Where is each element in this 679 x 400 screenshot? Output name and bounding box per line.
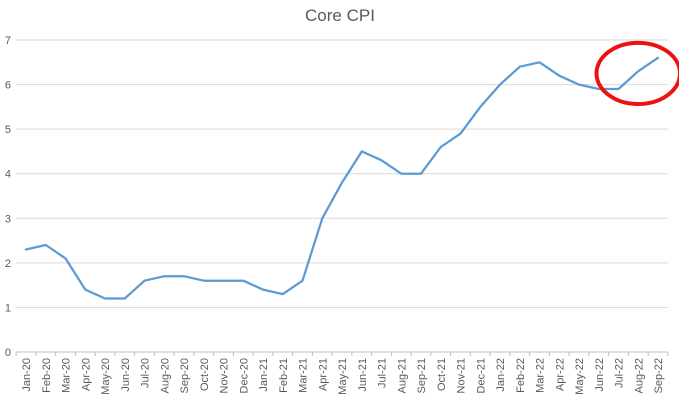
y-axis-tick-label: 3 [5,213,11,225]
x-axis-category-label: Dec-20 [238,358,250,393]
y-axis-tick-label: 0 [5,347,11,359]
y-axis-tick-label: 6 [5,80,11,92]
x-axis-category-label: Jun-20 [120,358,132,392]
y-axis-tick-label: 4 [5,169,11,181]
x-axis-category-label: Feb-22 [515,358,527,393]
x-axis-category-label: Mar-20 [61,358,73,393]
annotation-layer [594,40,679,107]
gridlines-layer [16,39,668,353]
x-axis-category-label: Sep-21 [416,358,428,393]
x-axis-category-label: Feb-20 [41,358,53,393]
x-axis-category-label: Oct-20 [199,358,211,391]
x-axis-category-label: Jul-22 [614,358,626,388]
y-axis-tick-label: 1 [5,302,11,314]
x-axis-category-label: May-20 [100,358,112,395]
annotation-ellipse [594,40,679,107]
x-axis-category-label: Feb-21 [278,358,290,393]
x-axis-ticks-layer [15,352,669,356]
x-axis-category-label: Nov-20 [219,358,231,393]
x-axis-category-label: Oct-21 [436,358,448,391]
core-cpi-series-line [24,56,660,300]
x-axis-category-label: Mar-22 [535,358,547,393]
x-axis-category-label: Dec-21 [475,358,487,393]
y-axis-labels-layer: 0 1 2 3 4 5 6 7 [5,35,11,359]
y-axis-tick-label: 5 [5,124,11,136]
x-axis-category-label: Jan-22 [495,358,507,392]
x-axis-category-label: Nov-21 [456,358,468,393]
x-axis-category-label: Apr-22 [554,358,566,391]
x-axis-category-label: Jul-20 [140,358,152,388]
x-axis-category-label: Aug-22 [633,358,645,393]
x-axis-category-label: Sep-22 [653,358,665,393]
x-axis-category-label: Jun-21 [357,358,369,392]
x-axis-category-label: May-21 [337,358,349,395]
x-axis-category-label: Apr-21 [317,358,329,391]
x-axis-category-label: Jan-20 [21,358,33,392]
x-axis-category-label: Jan-21 [258,358,270,392]
x-axis-category-label: Mar-21 [298,358,310,393]
x-axis-category-label: Apr-20 [80,358,92,391]
y-axis-tick-label: 2 [5,258,11,270]
x-axis-category-label: Jun-22 [594,358,606,392]
data-series-layer [24,56,660,300]
x-axis-category-label: Jul-21 [377,358,389,388]
y-axis-tick-label: 7 [5,35,11,47]
chart-title: Core CPI [305,6,375,25]
x-axis-category-label: Sep-20 [179,358,191,393]
x-axis-category-label: Aug-21 [396,358,408,393]
x-axis-category-label: Aug-20 [159,358,171,393]
x-axis-labels-layer: Jan-20 Feb-20 Mar-20 Apr-20 May-20 Jun-20 Jul-… [21,358,665,395]
x-axis-category-label: May-22 [574,358,586,395]
